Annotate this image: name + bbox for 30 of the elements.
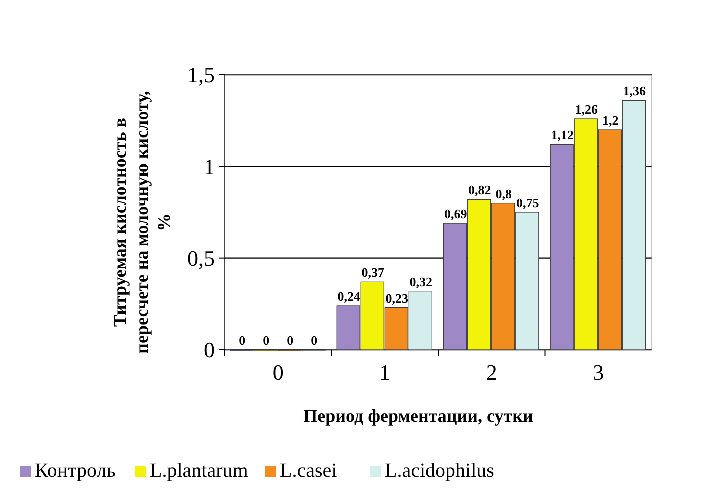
legend-label: L.acidophilus — [385, 460, 495, 482]
data-label: 1,36 — [623, 84, 647, 99]
y-tick-label: 1,5 — [188, 62, 215, 88]
data-label: 0,23 — [386, 290, 410, 306]
data-label: 1,26 — [575, 102, 598, 117]
data-label: 0,37 — [362, 265, 385, 280]
x-axis-title: Период ферментации, сутки — [304, 406, 534, 426]
legend-label: Контроль — [35, 460, 116, 482]
legend-label: L.plantarum — [150, 460, 249, 482]
data-label: 0,75 — [516, 196, 540, 210]
data-label: 0 — [287, 333, 294, 348]
data-label: 1,12 — [551, 128, 574, 143]
data-label: 0 — [263, 333, 270, 348]
data-label: 1,2 — [602, 113, 619, 128]
data-label: 0 — [311, 333, 318, 348]
x-tick-label: 1 — [380, 360, 391, 385]
x-tick-label: 0 — [272, 360, 284, 385]
y-tick-label: 1 — [204, 154, 215, 180]
data-label: 0,24 — [338, 289, 361, 304]
data-label: 0,8 — [496, 186, 513, 202]
x-tick-label: 2 — [486, 360, 498, 385]
y-tick-label: 0 — [204, 338, 215, 363]
legend-label: L.casei — [280, 460, 338, 482]
data-label: 0,32 — [410, 274, 433, 290]
x-tick-label: 3 — [593, 360, 604, 385]
data-label: 0 — [239, 333, 246, 348]
data-label: 0,69 — [444, 206, 468, 222]
data-label: 0,82 — [468, 182, 492, 198]
y-axis-title: Титруемая кислотность в пересчете на молочную кислоту, % — [110, 91, 174, 354]
y-tick-label: 0,5 — [188, 246, 215, 272]
